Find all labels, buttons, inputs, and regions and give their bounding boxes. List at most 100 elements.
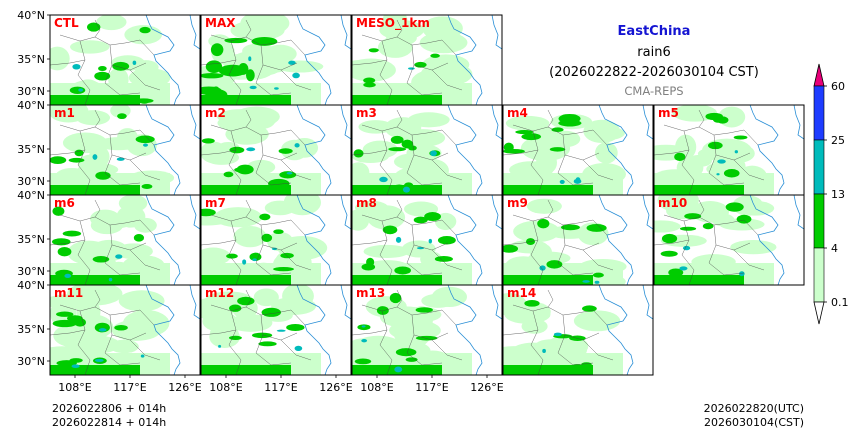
variable-title: rain6 bbox=[637, 45, 670, 60]
lon-tick-label: 117°E bbox=[415, 381, 448, 394]
region-title: EastChina bbox=[618, 24, 691, 39]
moderate-rain-field bbox=[352, 212, 456, 285]
colorbar-tick-label: 0.1 bbox=[831, 296, 849, 309]
moderate-rain-field bbox=[50, 113, 155, 195]
lat-tick-label: 30°N bbox=[17, 355, 45, 368]
valid-time-cst: 2026030104(CST) bbox=[704, 416, 804, 429]
heavy-rain-cells bbox=[716, 150, 738, 176]
heavy-rain-cells bbox=[539, 265, 600, 284]
colorbar-tick-label: 60 bbox=[831, 80, 845, 93]
heavy-rain-cells bbox=[395, 236, 433, 250]
lat-tick-label: 40°N bbox=[17, 9, 45, 22]
moderate-rain-field bbox=[654, 202, 752, 285]
init-time-line-2: 2026022814 + 014h bbox=[52, 416, 166, 429]
lon-tick-label: 108°E bbox=[58, 381, 91, 394]
panel-label: m1 bbox=[54, 106, 75, 120]
colorbar-segment bbox=[813, 193, 825, 249]
panel-frame bbox=[49, 284, 201, 376]
light-rain-field bbox=[503, 293, 623, 375]
moderate-rain-field bbox=[201, 296, 305, 375]
panel-m5: m5 bbox=[653, 104, 805, 196]
panel-label: m14 bbox=[507, 286, 536, 300]
panel-label: MAX bbox=[205, 16, 236, 30]
lon-tick-label: 126°E bbox=[319, 381, 352, 394]
lat-tick-label: 30°N bbox=[17, 85, 45, 98]
heavy-rain-cells bbox=[72, 60, 137, 92]
lon-tick-label: 108°E bbox=[360, 381, 393, 394]
heavy-rain-cells bbox=[679, 245, 745, 277]
panel-label: m13 bbox=[356, 286, 385, 300]
heavy-rain-cells bbox=[242, 247, 278, 265]
heavy-rain-cells bbox=[361, 325, 403, 373]
panel-label: m10 bbox=[658, 196, 687, 210]
moderate-rain-field bbox=[503, 218, 607, 285]
heavy-rain-cells bbox=[248, 56, 300, 90]
heavy-rain-cells bbox=[218, 329, 303, 351]
panel-m10: m10 bbox=[653, 194, 805, 286]
panel-label: CTL bbox=[54, 16, 79, 30]
panel-label: m8 bbox=[356, 196, 377, 210]
panel-frame bbox=[200, 284, 352, 376]
heavy-rain-cells bbox=[246, 143, 300, 175]
colorbar-tick-label: 25 bbox=[831, 134, 845, 147]
panel-label: m5 bbox=[658, 106, 679, 120]
panel-m9: m9 bbox=[502, 194, 654, 286]
panel-MAX: MAX bbox=[200, 14, 352, 106]
panel-m11: m11 bbox=[49, 284, 201, 376]
lon-tick-label: 117°E bbox=[113, 381, 146, 394]
panel-label: m6 bbox=[54, 196, 75, 210]
init-time-line-1: 2026022806 + 014h bbox=[52, 402, 166, 415]
colorbar: 60 25 13 4 0.1 bbox=[813, 63, 849, 325]
colorbar-tick-label: 13 bbox=[831, 188, 845, 201]
axis-labels: 40°N35°N30°N40°N35°N30°N40°N35°N30°N40°N… bbox=[17, 9, 504, 394]
panel-grid: CTL MAX MESO_1km m1 m2 m3 m4 m5 m6 m7 m8 m9 m10 m11 m1… bbox=[49, 14, 805, 376]
panel-m7: m7 bbox=[200, 194, 352, 286]
colorbar-segment bbox=[813, 139, 825, 195]
lon-tick-label: 126°E bbox=[168, 381, 201, 394]
lat-tick-label: 40°N bbox=[17, 99, 45, 112]
panel-m4: m4 bbox=[502, 104, 654, 196]
panel-MESO_1km: MESO_1km bbox=[351, 14, 503, 106]
panel-label: m4 bbox=[507, 106, 528, 120]
panel-m12: m12 bbox=[200, 284, 352, 376]
colorbar-over-arrow bbox=[813, 63, 825, 87]
panel-m8: m8 bbox=[351, 194, 503, 286]
panel-m13: m13 bbox=[351, 284, 503, 376]
panel-m3: m3 bbox=[351, 104, 503, 196]
valid-time-utc: 2026022820(UTC) bbox=[704, 402, 804, 415]
moderate-rain-field bbox=[503, 113, 593, 195]
panel-m1: m1 bbox=[49, 104, 201, 196]
colorbar-tick-label: 4 bbox=[831, 242, 838, 255]
heavy-rain-cells bbox=[92, 143, 148, 161]
panel-label: m9 bbox=[507, 196, 528, 210]
panel-label: m12 bbox=[205, 286, 234, 300]
panel-m2: m2 bbox=[200, 104, 352, 196]
lat-tick-label: 30°N bbox=[17, 175, 45, 188]
panel-m14: m14 bbox=[502, 284, 654, 376]
heavy-rain-cells bbox=[408, 67, 415, 70]
moderate-rain-field bbox=[201, 138, 297, 195]
panel-frame bbox=[351, 284, 503, 376]
lat-tick-label: 35°N bbox=[17, 53, 45, 66]
lat-tick-label: 40°N bbox=[17, 279, 45, 292]
panel-label: MESO_1km bbox=[356, 16, 430, 31]
colorbar-segment bbox=[813, 85, 825, 141]
colorbar-segment bbox=[813, 247, 825, 303]
lat-tick-label: 40°N bbox=[17, 189, 45, 202]
heavy-rain-cells bbox=[379, 150, 437, 193]
lon-tick-label: 126°E bbox=[470, 381, 503, 394]
lat-tick-label: 35°N bbox=[17, 233, 45, 246]
heavy-rain-cells bbox=[559, 177, 582, 184]
moderate-rain-field bbox=[352, 48, 442, 105]
moderate-rain-field bbox=[50, 311, 140, 375]
panel-frame bbox=[653, 194, 805, 286]
panel-CTL: CTL bbox=[49, 14, 201, 106]
panel-label: m3 bbox=[356, 106, 377, 120]
light-rain-field bbox=[352, 112, 472, 195]
panel-frame bbox=[502, 284, 654, 376]
lat-tick-label: 35°N bbox=[17, 323, 45, 336]
colorbar-under-arrow bbox=[813, 301, 825, 325]
panel-m6: m6 bbox=[49, 194, 201, 286]
panel-label: m7 bbox=[205, 196, 226, 210]
